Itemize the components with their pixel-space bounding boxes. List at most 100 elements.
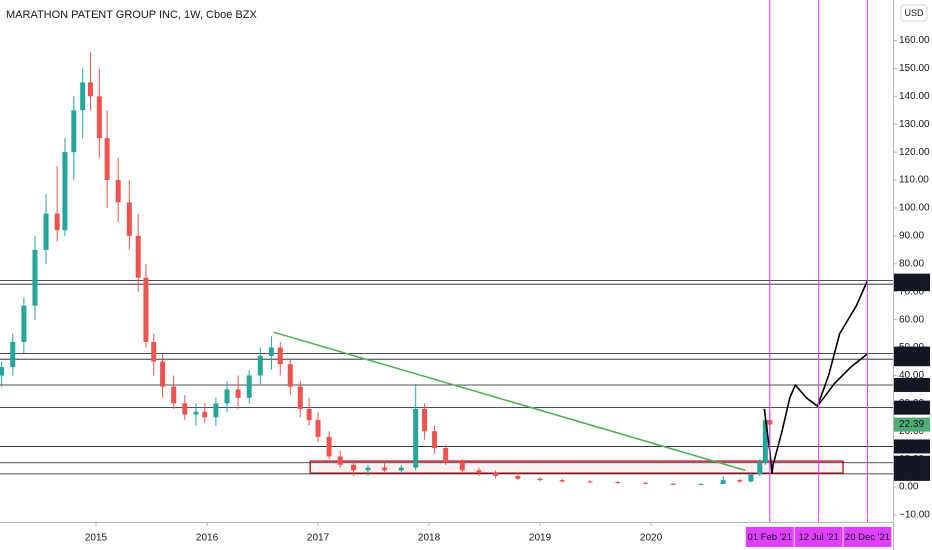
y-tick-label: −10.00	[899, 510, 930, 521]
candle-body	[32, 249, 38, 306]
chart-title: MARATHON PATENT GROUP INC, 1W, Cboe BZX	[6, 9, 257, 21]
x-tick-label: 2020	[640, 533, 663, 544]
candle-body	[87, 82, 93, 97]
candle-body	[54, 213, 60, 231]
candle-body	[306, 408, 312, 421]
level-label-box	[894, 439, 930, 454]
y-tick-label: 40.00	[899, 370, 924, 381]
candle-body	[493, 473, 499, 476]
currency-label[interactable]: USD	[904, 8, 924, 18]
level-label: 4.74	[899, 469, 919, 480]
level-label-box	[894, 466, 930, 481]
candle-body	[143, 277, 149, 342]
x-tick-label: 2019	[529, 533, 552, 544]
y-tick-label: 130.00	[899, 119, 930, 130]
candle-body	[476, 470, 482, 474]
x-tick-label: 2015	[85, 533, 108, 544]
candle-body	[43, 213, 49, 250]
level-label-box	[894, 277, 930, 292]
candle-body	[315, 420, 321, 437]
candle-body	[71, 110, 77, 153]
candle-body	[115, 180, 121, 203]
last-price-label: 22.39	[899, 419, 924, 430]
candle-body	[351, 464, 357, 471]
y-tick-label: 120.00	[899, 147, 930, 158]
x-tick-label: 2018	[418, 533, 441, 544]
date-marker-label: 20 Dec '21	[845, 532, 890, 543]
candle-body	[171, 386, 177, 404]
candle-body	[151, 341, 157, 362]
level-label-box	[894, 455, 930, 470]
candle-body	[224, 389, 230, 404]
y-tick-label: 0.00	[899, 482, 919, 493]
candle-body	[748, 474, 754, 482]
date-marker-box	[745, 527, 794, 547]
candle-body	[398, 467, 404, 471]
candle-body	[135, 235, 141, 278]
trendline	[273, 331, 746, 472]
candle-body	[382, 467, 388, 471]
level-label: 14.57	[899, 441, 924, 452]
candle-body	[182, 403, 188, 415]
candle-body	[96, 96, 102, 139]
y-tick-label: 160.00	[899, 35, 930, 46]
candle-body	[698, 484, 704, 486]
level-label-box	[894, 400, 930, 415]
candle-body	[160, 361, 166, 387]
candle-body	[762, 420, 768, 462]
y-tick-label: 60.00	[899, 314, 924, 325]
candle-body	[515, 475, 521, 479]
candle-body	[365, 467, 371, 471]
support-zone	[309, 460, 844, 474]
candle-body	[235, 389, 241, 398]
candle-body	[422, 408, 428, 432]
candle-body	[21, 305, 27, 342]
y-tick-label: 80.00	[899, 258, 924, 269]
candle-body	[126, 202, 132, 236]
candle-body	[337, 456, 343, 465]
level-label: 8.73	[899, 457, 919, 468]
candle-body	[62, 152, 68, 231]
y-tick-label: 70.00	[899, 286, 924, 297]
level-label: 45.83	[899, 354, 924, 365]
candle-body	[277, 347, 283, 365]
currency-button[interactable]	[900, 4, 928, 22]
candle-body	[10, 341, 16, 368]
candle-body	[326, 436, 332, 457]
candle-body	[193, 411, 199, 415]
candle-body	[443, 448, 449, 462]
y-tick-label: 110.00	[899, 175, 929, 186]
date-marker-label: 01 Feb '21	[747, 532, 792, 543]
candle-body	[297, 386, 303, 409]
date-marker-box	[794, 527, 843, 547]
y-tick-label: 150.00	[899, 63, 930, 74]
candle-body	[246, 375, 252, 398]
candle-body	[537, 478, 543, 481]
level-label: 36.59	[899, 380, 924, 391]
candle-body	[670, 483, 676, 485]
x-tick-label: 2016	[196, 533, 219, 544]
candle-body	[459, 461, 465, 471]
candle-body	[0, 367, 5, 376]
date-marker-box	[843, 527, 892, 547]
level-label-box	[894, 377, 930, 392]
y-tick-label: 140.00	[899, 91, 930, 102]
candle-body	[559, 480, 565, 482]
candle-body	[642, 482, 648, 484]
level-label: 28.46	[899, 402, 924, 413]
level-label: 72.7	[899, 279, 919, 290]
date-marker-label: 12 Jul '21	[798, 532, 838, 543]
level-label-box	[894, 352, 930, 367]
candle-body	[737, 480, 743, 482]
candle-body	[720, 480, 726, 485]
candle-body	[213, 403, 219, 418]
candle-body	[80, 82, 86, 111]
candle-body	[202, 411, 208, 418]
candle-body	[413, 408, 419, 468]
candle-body	[615, 482, 621, 484]
projection-curve	[816, 353, 869, 407]
candle-body	[757, 461, 763, 475]
